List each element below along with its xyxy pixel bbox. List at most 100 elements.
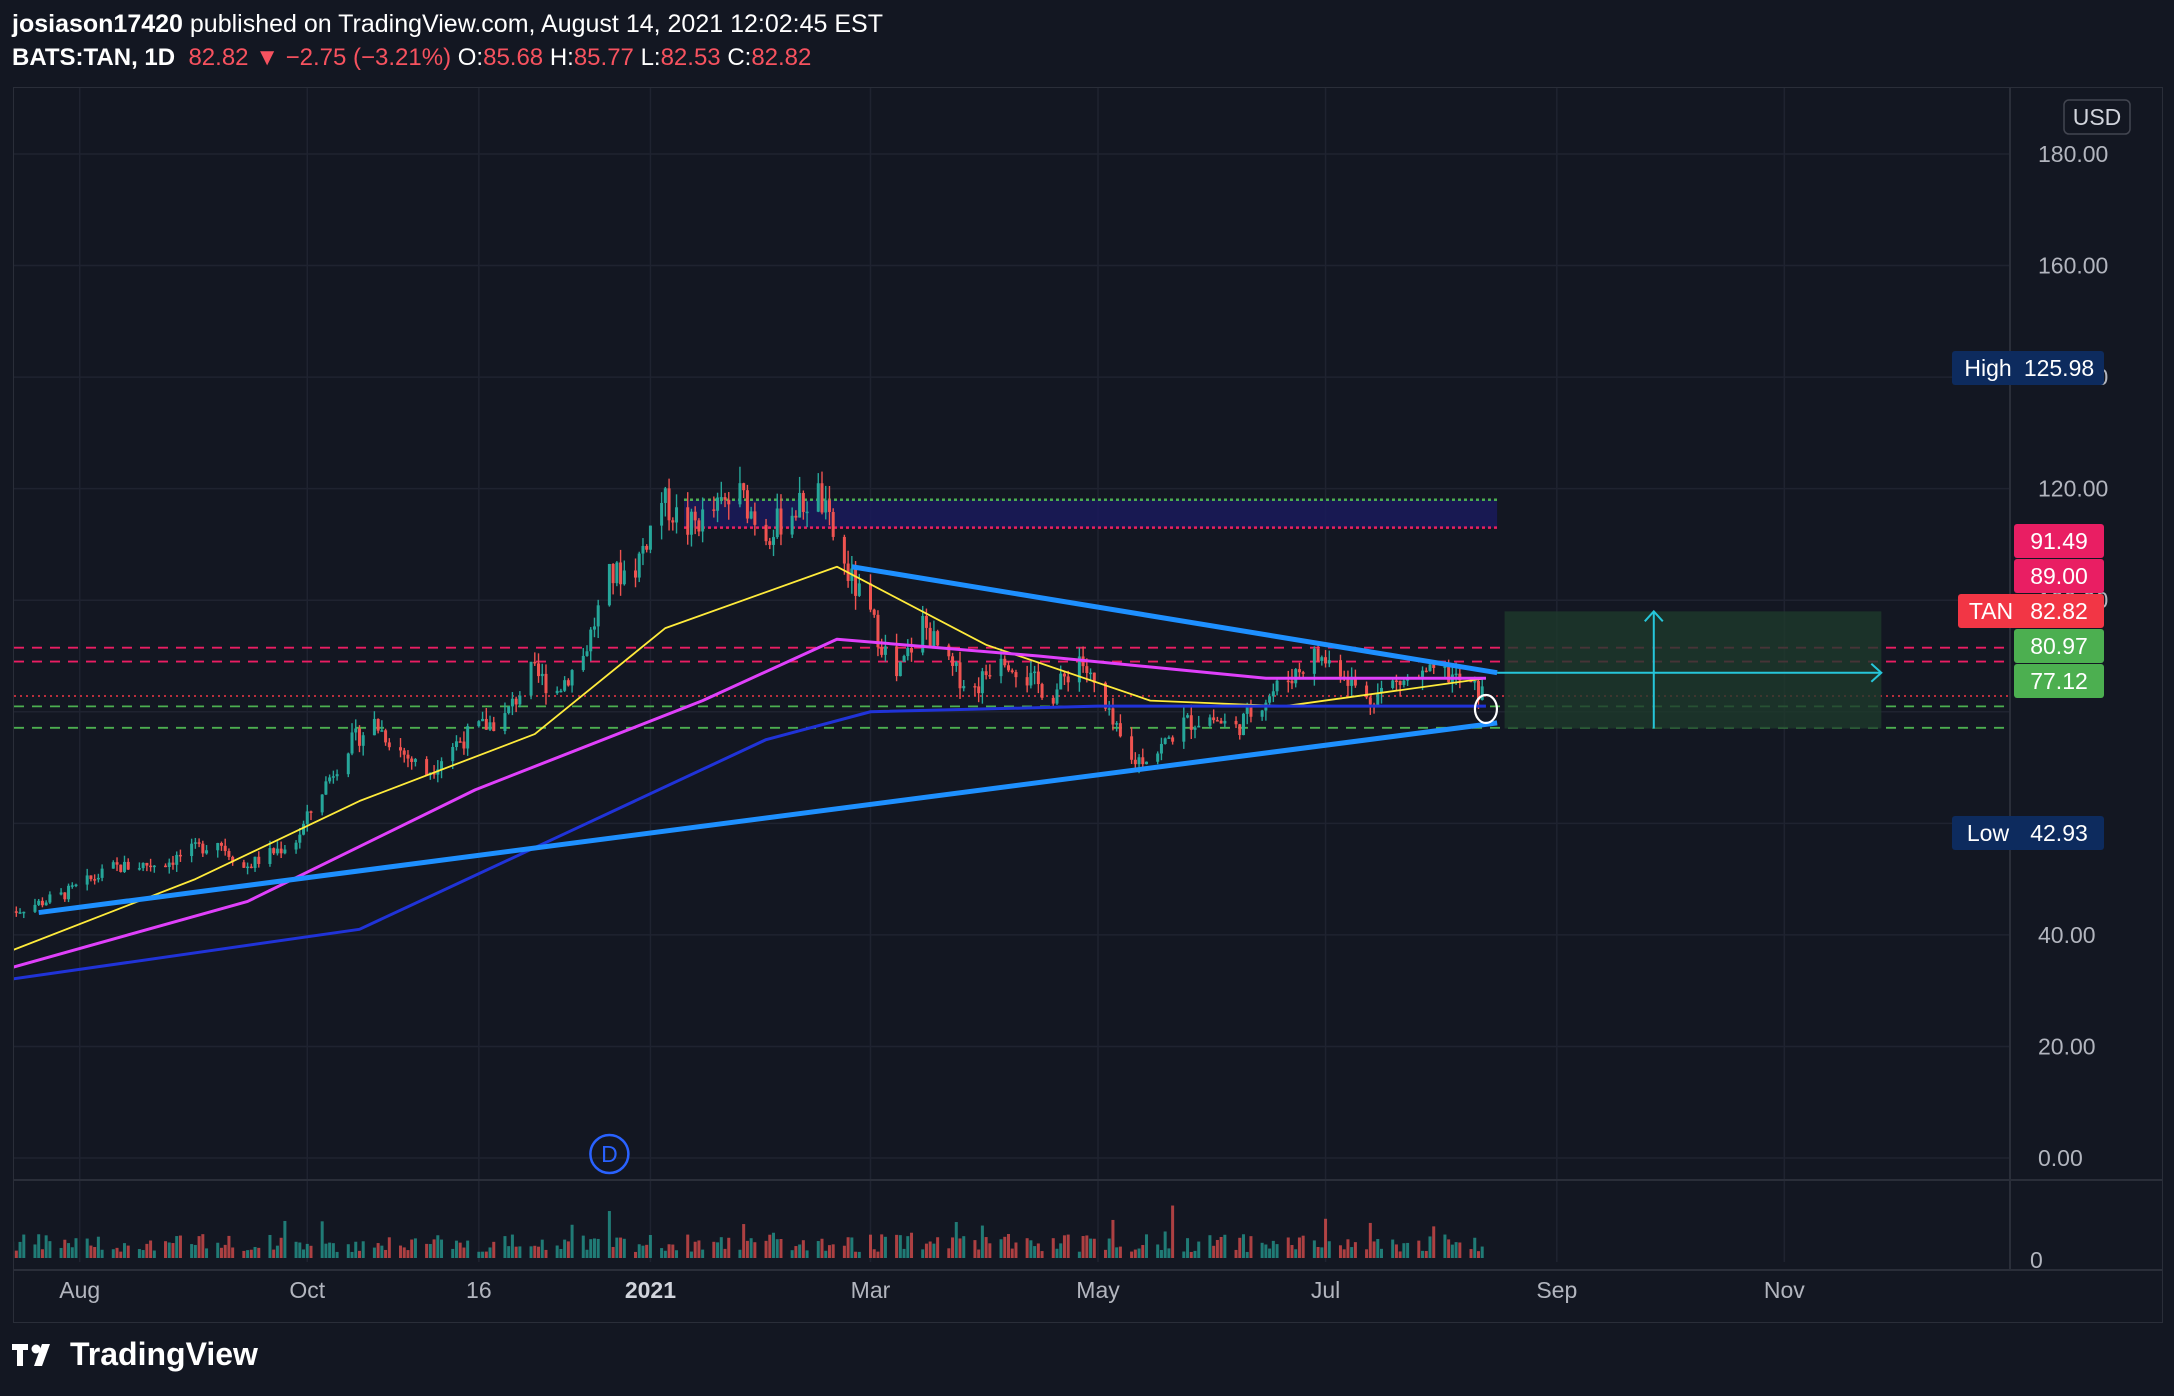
volume-bar (1081, 1236, 1085, 1258)
price-tag-label-box (1952, 816, 2024, 850)
volume-bar (167, 1242, 171, 1258)
candle-body (984, 671, 988, 676)
candle-body (354, 728, 358, 733)
close-value: 82.82 (751, 44, 812, 71)
candle-body (533, 661, 537, 664)
volume-bar (111, 1249, 115, 1258)
candle-body (216, 842, 220, 851)
volume-bar (1327, 1241, 1331, 1258)
candle-body (89, 875, 93, 880)
candle-body (622, 570, 626, 585)
volume-bar (1077, 1251, 1081, 1258)
candle-body (559, 690, 563, 693)
price-tick-label: 120.00 (2038, 476, 2108, 502)
candle-body (749, 511, 753, 519)
volume-bar (1118, 1246, 1122, 1258)
candle-body (1036, 671, 1040, 685)
volume-bar (440, 1239, 444, 1258)
candle-body (1171, 737, 1175, 742)
volume-bar (436, 1235, 440, 1258)
candle-body (772, 537, 776, 545)
candle-body (335, 774, 339, 777)
brand-name[interactable]: TradingView (70, 1336, 258, 1372)
volume-bar (1368, 1222, 1372, 1258)
volume-bar (820, 1238, 824, 1258)
volume-bar (458, 1242, 462, 1258)
time-tick-label: Nov (1764, 1277, 1805, 1303)
candle-body (947, 645, 951, 657)
volume-bar (794, 1246, 798, 1258)
volume-bar (1260, 1242, 1264, 1258)
volume-bar (178, 1235, 182, 1258)
candle-body (645, 545, 649, 550)
candle-body (831, 511, 835, 537)
volume-bar (93, 1246, 97, 1258)
chart-canvas[interactable]: D180.00160.00140.00120.00100.0040.0020.0… (14, 88, 2162, 1322)
volume-bar (1156, 1244, 1160, 1258)
volume-bar (507, 1246, 511, 1258)
candle-body (152, 865, 156, 868)
volume-bar (350, 1251, 354, 1258)
candle-body (346, 753, 350, 775)
chart-area[interactable]: D180.00160.00140.00120.00100.0040.0020.0… (13, 87, 2163, 1323)
candle-body (962, 686, 966, 689)
candle-body (693, 511, 697, 521)
symbol-interval[interactable]: BATS:TAN, 1D (12, 44, 176, 71)
upper-trendline (851, 564, 1498, 676)
candle-body (1033, 671, 1037, 674)
price-tag-value: 42.93 (2030, 820, 2088, 846)
candle-body (22, 911, 26, 914)
volume-bar (1380, 1248, 1383, 1258)
candle-body (454, 741, 458, 747)
volume-bar (346, 1244, 350, 1258)
price-tag-value: 91.49 (2030, 528, 2088, 554)
candle-body (350, 732, 354, 754)
volume-bar (988, 1243, 992, 1258)
projection-box (1504, 611, 1882, 729)
price-tag-value-box (2014, 664, 2104, 698)
candle-body (413, 759, 417, 762)
candle-body (1432, 664, 1436, 668)
candle-body (175, 854, 179, 865)
volume-bar (145, 1243, 149, 1258)
low-value: 82.53 (660, 44, 721, 71)
candle-body (1025, 677, 1029, 686)
price-tick-label: 0.00 (2038, 1145, 2083, 1171)
tradingview-logo-icon (12, 1343, 50, 1366)
candle-body (70, 885, 74, 887)
price-tag: TAN 82.82 (1958, 594, 2104, 628)
candle-body (1055, 689, 1059, 704)
volume-bar (1312, 1240, 1316, 1258)
candle-body (1193, 727, 1197, 730)
author-name[interactable]: josiason17420 (12, 10, 183, 38)
volume-bar (1476, 1251, 1480, 1258)
candle-body (242, 862, 246, 868)
volume-bar (880, 1234, 884, 1258)
open-value: 85.68 (483, 44, 544, 71)
volume-bar (716, 1242, 720, 1258)
candle-body (827, 500, 831, 512)
candle-body (137, 868, 141, 870)
candle-body (1089, 672, 1093, 675)
volume-bar (980, 1225, 984, 1258)
dividend-marker-icon (589, 1133, 630, 1175)
volume-bar (272, 1249, 276, 1258)
volume-bar (1249, 1236, 1253, 1258)
price-tag: 77.12 (2014, 664, 2104, 698)
candle-body (872, 609, 876, 615)
candle-body (910, 647, 914, 653)
high-value: 85.77 (573, 44, 634, 71)
candle-body (14, 911, 18, 913)
time-tick-label: 2021 (625, 1277, 676, 1303)
candle-body (481, 718, 485, 722)
candle-body (410, 758, 414, 762)
price-tag: Low 42.93 (1952, 816, 2104, 850)
candle-body (701, 509, 705, 532)
candle-body (555, 690, 559, 694)
volume-bar (115, 1247, 119, 1258)
volume-bar (1223, 1234, 1227, 1258)
volume-bar (932, 1243, 936, 1258)
open-label: O: (457, 44, 484, 71)
candle-body (167, 862, 171, 868)
candle-body (178, 854, 182, 857)
